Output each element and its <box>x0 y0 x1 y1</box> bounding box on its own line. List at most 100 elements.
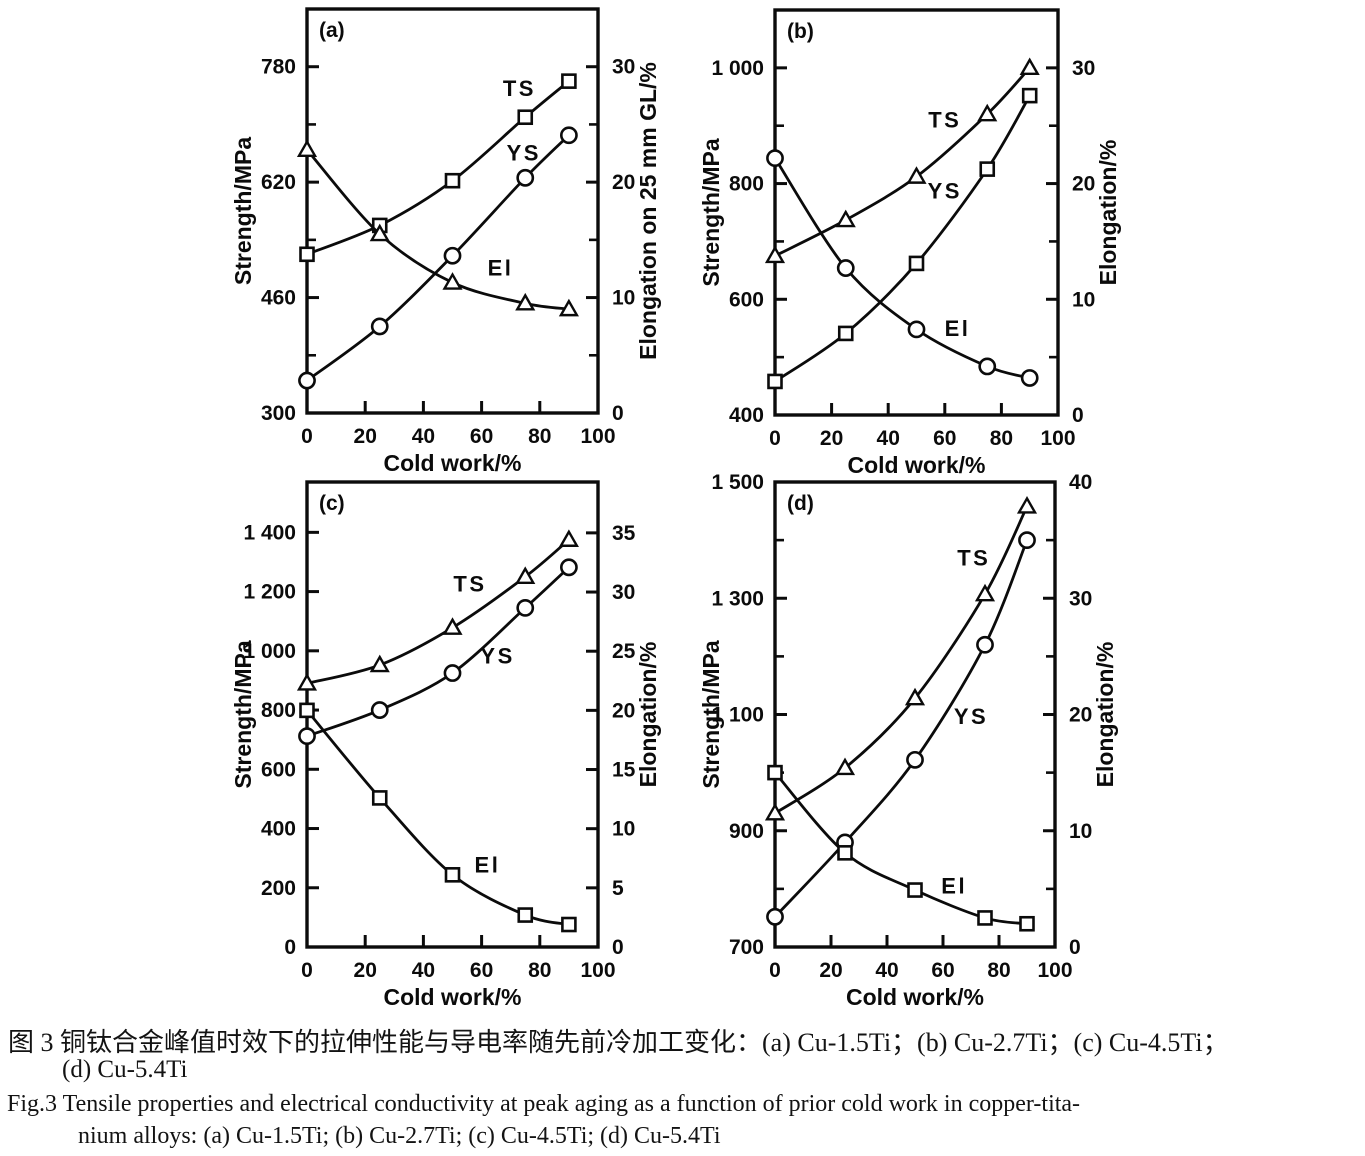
circle-marker <box>560 126 578 145</box>
right-tick-label: 35 <box>612 522 636 545</box>
series-line-el <box>305 708 571 926</box>
right-tick-label: 20 <box>1072 173 1095 196</box>
circle-marker <box>766 907 784 926</box>
square-marker <box>299 702 315 719</box>
curve-label-ys: YS <box>954 704 988 729</box>
triangle-marker <box>442 272 463 290</box>
triangle-marker <box>369 654 390 673</box>
right-tick-label: 30 <box>1069 587 1092 610</box>
triangle-marker <box>296 139 318 158</box>
series-line-ys <box>305 565 571 738</box>
left-tick-label: 800 <box>261 699 296 722</box>
left-tick-label: 1 100 <box>711 704 764 727</box>
curve-label-el: El <box>488 256 514 281</box>
left-tick-label: 1 200 <box>243 581 296 604</box>
x-tick-label: 100 <box>580 959 615 982</box>
triangle-marker <box>977 103 998 122</box>
circle-marker <box>836 259 855 277</box>
right-tick-label: 0 <box>612 402 624 425</box>
square-marker <box>444 867 461 883</box>
x-tick-label: 100 <box>1037 959 1072 982</box>
x-tick-label: 40 <box>875 959 898 982</box>
x-tick-label: 60 <box>933 427 956 450</box>
left-tick-label: 200 <box>261 877 296 900</box>
circle-marker <box>443 664 462 682</box>
x-tick-label: 0 <box>301 425 313 448</box>
left-tick-label: 800 <box>729 173 764 196</box>
square-marker <box>1021 87 1038 104</box>
panel-label: (c) <box>319 492 345 515</box>
x-axis-title: Cold work/% <box>847 452 985 478</box>
caption-zh-line2: (d) Cu-5.4Ti <box>62 1056 188 1083</box>
right-axis-title: Elongation/% <box>1095 140 1121 286</box>
square-marker <box>517 907 534 923</box>
x-tick-label: 0 <box>301 959 313 982</box>
x-tick-label: 80 <box>990 427 1013 450</box>
circle-marker <box>516 598 535 617</box>
right-tick-label: 0 <box>1069 936 1081 959</box>
left-tick-label: 460 <box>261 287 296 310</box>
x-tick-label: 40 <box>412 959 435 982</box>
x-tick-label: 80 <box>987 959 1010 982</box>
square-marker <box>907 882 923 898</box>
square-marker <box>561 916 577 933</box>
x-tick-label: 40 <box>877 427 900 450</box>
left-tick-label: 1 000 <box>243 640 296 663</box>
triangle-marker <box>515 566 536 584</box>
series-line-el <box>305 148 571 311</box>
right-tick-label: 10 <box>1072 288 1095 311</box>
x-tick-label: 60 <box>931 959 954 982</box>
circle-marker <box>370 317 389 336</box>
right-tick-label: 5 <box>612 877 624 900</box>
caption-zh-line1: 图 3 铜钛合金峰值时效下的拉伸性能与导电率随先前冷加工变化：(a) Cu-1.… <box>8 1028 1229 1057</box>
right-axis-title: Elongation/% <box>1092 642 1118 788</box>
triangle-marker <box>904 687 926 706</box>
curve-label-ts: TS <box>503 76 536 101</box>
square-marker <box>767 764 783 781</box>
left-tick-label: 1 400 <box>243 521 296 544</box>
square-marker <box>837 325 854 342</box>
x-tick-label: 40 <box>412 425 435 448</box>
curve-label-ys: YS <box>928 178 962 203</box>
circle-marker <box>907 320 926 339</box>
triangle-marker <box>974 583 996 602</box>
left-tick-label: 780 <box>261 56 296 79</box>
panel-label: (d) <box>787 492 814 515</box>
triangle-marker <box>515 292 536 311</box>
right-tick-label: 40 <box>1069 471 1092 494</box>
x-tick-label: 20 <box>820 427 843 450</box>
circle-marker <box>976 635 994 654</box>
triangle-marker <box>764 245 786 264</box>
series-line-el <box>773 156 1032 380</box>
right-axis-title: Elongation/% <box>635 642 661 788</box>
circle-marker <box>766 149 784 168</box>
circle-marker <box>298 727 316 746</box>
caption-en-line2: nium alloys: (a) Cu-1.5Ti; (b) Cu-2.7Ti;… <box>78 1123 721 1149</box>
left-axis-title: Strength/MPa <box>230 640 256 788</box>
x-axis-title: Cold work/% <box>383 984 521 1010</box>
right-tick-label: 10 <box>1069 820 1092 843</box>
triangle-marker <box>834 757 856 776</box>
plot-border <box>305 7 600 415</box>
x-tick-label: 20 <box>354 959 377 982</box>
series-line-ts <box>305 79 571 256</box>
circle-marker <box>560 558 578 577</box>
circle-marker <box>370 701 389 719</box>
x-tick-label: 100 <box>580 425 615 448</box>
square-marker <box>908 255 925 272</box>
right-tick-label: 30 <box>1072 57 1095 80</box>
right-tick-label: 20 <box>612 171 635 194</box>
left-tick-label: 1 000 <box>711 57 764 80</box>
plot-border <box>773 480 1057 949</box>
triangle-marker <box>369 223 390 242</box>
left-tick-label: 0 <box>284 936 296 959</box>
left-axis-title: Strength/MPa <box>230 137 256 285</box>
left-tick-label: 700 <box>729 936 764 959</box>
right-axis-title: Elongation on 25 mm GL/% <box>635 62 661 360</box>
curve-label-ys: YS <box>480 643 514 668</box>
square-marker <box>299 246 315 263</box>
right-tick-label: 10 <box>612 818 635 841</box>
square-marker <box>837 845 853 861</box>
square-marker <box>561 73 577 89</box>
